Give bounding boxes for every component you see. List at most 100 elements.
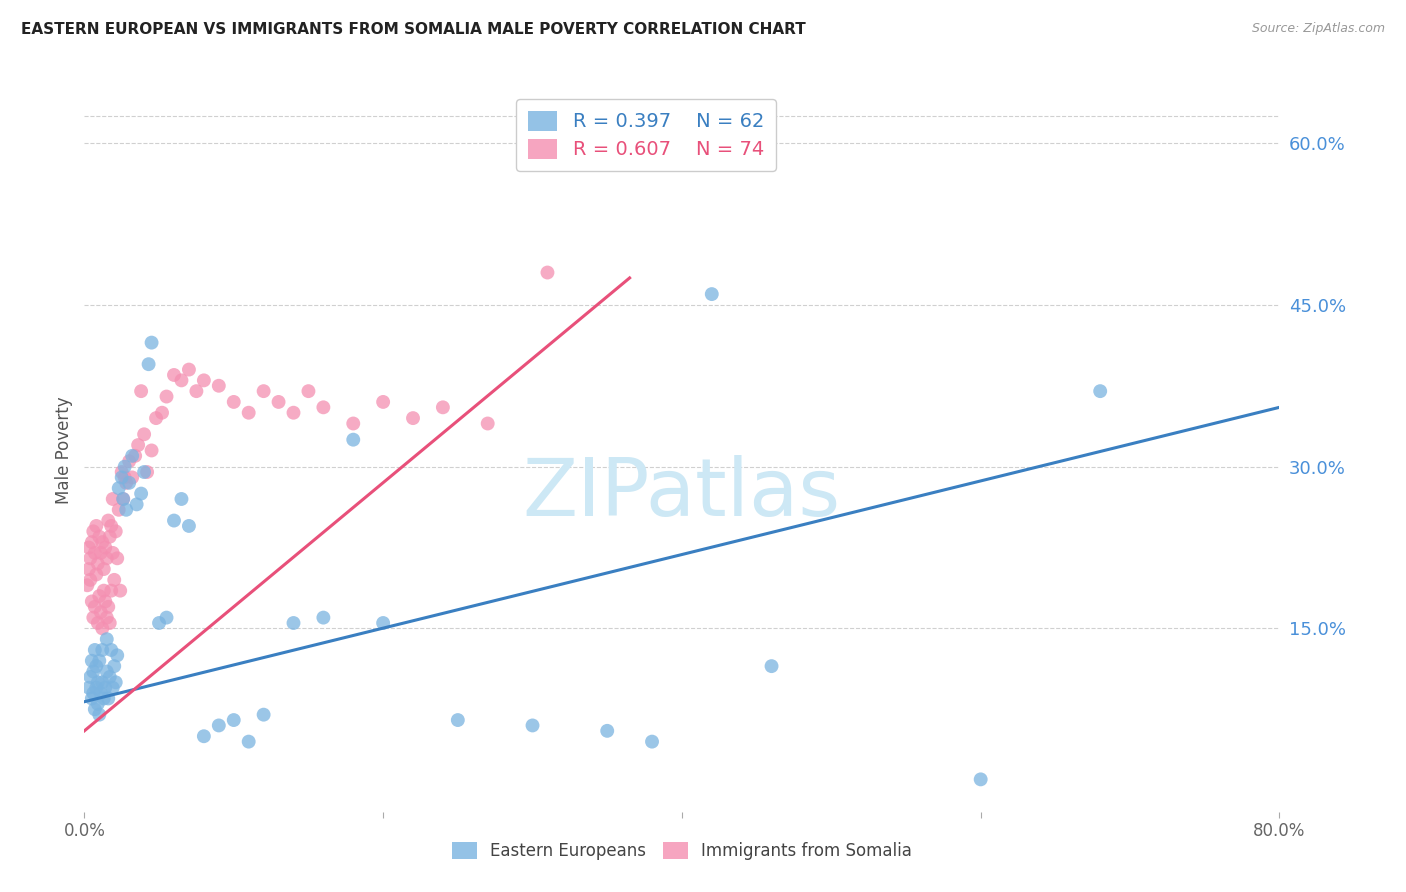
- Point: [163, 368, 186, 382]
- Point: [86, 519, 108, 533]
- Point: [283, 615, 305, 630]
- Point: [127, 438, 149, 452]
- Point: [91, 643, 114, 657]
- Point: [267, 395, 290, 409]
- Point: [83, 546, 105, 560]
- Point: [148, 615, 170, 630]
- Point: [402, 411, 425, 425]
- Point: [89, 530, 111, 544]
- Text: Source: ZipAtlas.com: Source: ZipAtlas.com: [1251, 22, 1385, 36]
- Point: [208, 378, 231, 392]
- Point: [163, 514, 186, 528]
- Point: [138, 357, 160, 371]
- Point: [141, 335, 163, 350]
- Point: [124, 449, 146, 463]
- Point: [141, 443, 163, 458]
- Point: [93, 562, 115, 576]
- Point: [77, 562, 100, 576]
- Point: [107, 481, 129, 495]
- Point: [114, 459, 136, 474]
- Point: [101, 491, 124, 506]
- Point: [89, 707, 111, 722]
- Point: [1090, 384, 1112, 399]
- Point: [132, 427, 156, 442]
- Point: [86, 567, 108, 582]
- Point: [98, 615, 121, 630]
- Point: [118, 454, 141, 468]
- Point: [111, 465, 134, 479]
- Point: [312, 401, 335, 415]
- Point: [125, 497, 148, 511]
- Point: [97, 514, 120, 528]
- Point: [97, 599, 120, 614]
- Point: [115, 475, 138, 490]
- Point: [432, 401, 454, 415]
- Point: [91, 621, 114, 635]
- Y-axis label: Male Poverty: Male Poverty: [55, 397, 73, 504]
- Point: [253, 384, 276, 399]
- Point: [170, 373, 193, 387]
- Point: [129, 384, 152, 399]
- Point: [83, 599, 105, 614]
- Point: [100, 583, 122, 598]
- Point: [208, 718, 231, 732]
- Point: [112, 491, 135, 506]
- Point: [136, 465, 159, 479]
- Point: [82, 665, 104, 679]
- Point: [253, 707, 276, 722]
- Point: [536, 266, 558, 280]
- Point: [155, 390, 177, 404]
- Point: [80, 691, 103, 706]
- Text: EASTERN EUROPEAN VS IMMIGRANTS FROM SOMALIA MALE POVERTY CORRELATION CHART: EASTERN EUROPEAN VS IMMIGRANTS FROM SOMA…: [21, 22, 806, 37]
- Point: [98, 530, 121, 544]
- Point: [96, 665, 118, 679]
- Point: [77, 541, 100, 555]
- Point: [86, 681, 108, 695]
- Point: [89, 654, 111, 668]
- Point: [96, 632, 118, 647]
- Legend: Eastern Europeans, Immigrants from Somalia: Eastern Europeans, Immigrants from Somal…: [443, 834, 921, 869]
- Point: [103, 659, 125, 673]
- Point: [87, 675, 110, 690]
- Point: [186, 384, 208, 399]
- Point: [283, 406, 305, 420]
- Point: [82, 524, 104, 539]
- Point: [93, 691, 115, 706]
- Point: [373, 395, 395, 409]
- Point: [82, 610, 104, 624]
- Point: [83, 643, 105, 657]
- Text: ZIPatlas: ZIPatlas: [523, 455, 841, 533]
- Point: [342, 417, 364, 431]
- Point: [373, 615, 395, 630]
- Point: [222, 395, 245, 409]
- Point: [79, 670, 101, 684]
- Point: [111, 470, 134, 484]
- Point: [121, 449, 143, 463]
- Point: [477, 417, 499, 431]
- Point: [86, 659, 108, 673]
- Point: [87, 615, 110, 630]
- Point: [79, 573, 101, 587]
- Point: [80, 535, 103, 549]
- Point: [297, 384, 319, 399]
- Point: [105, 648, 128, 663]
- Point: [104, 675, 127, 690]
- Point: [121, 470, 143, 484]
- Point: [193, 729, 215, 743]
- Point: [90, 546, 112, 560]
- Point: [77, 681, 100, 695]
- Point: [103, 573, 125, 587]
- Point: [82, 686, 104, 700]
- Point: [700, 287, 723, 301]
- Point: [91, 675, 114, 690]
- Point: [101, 681, 124, 695]
- Point: [83, 702, 105, 716]
- Point: [222, 713, 245, 727]
- Point: [177, 519, 200, 533]
- Point: [98, 670, 121, 684]
- Point: [100, 643, 122, 657]
- Point: [96, 551, 118, 566]
- Point: [118, 475, 141, 490]
- Point: [79, 551, 101, 566]
- Point: [110, 583, 132, 598]
